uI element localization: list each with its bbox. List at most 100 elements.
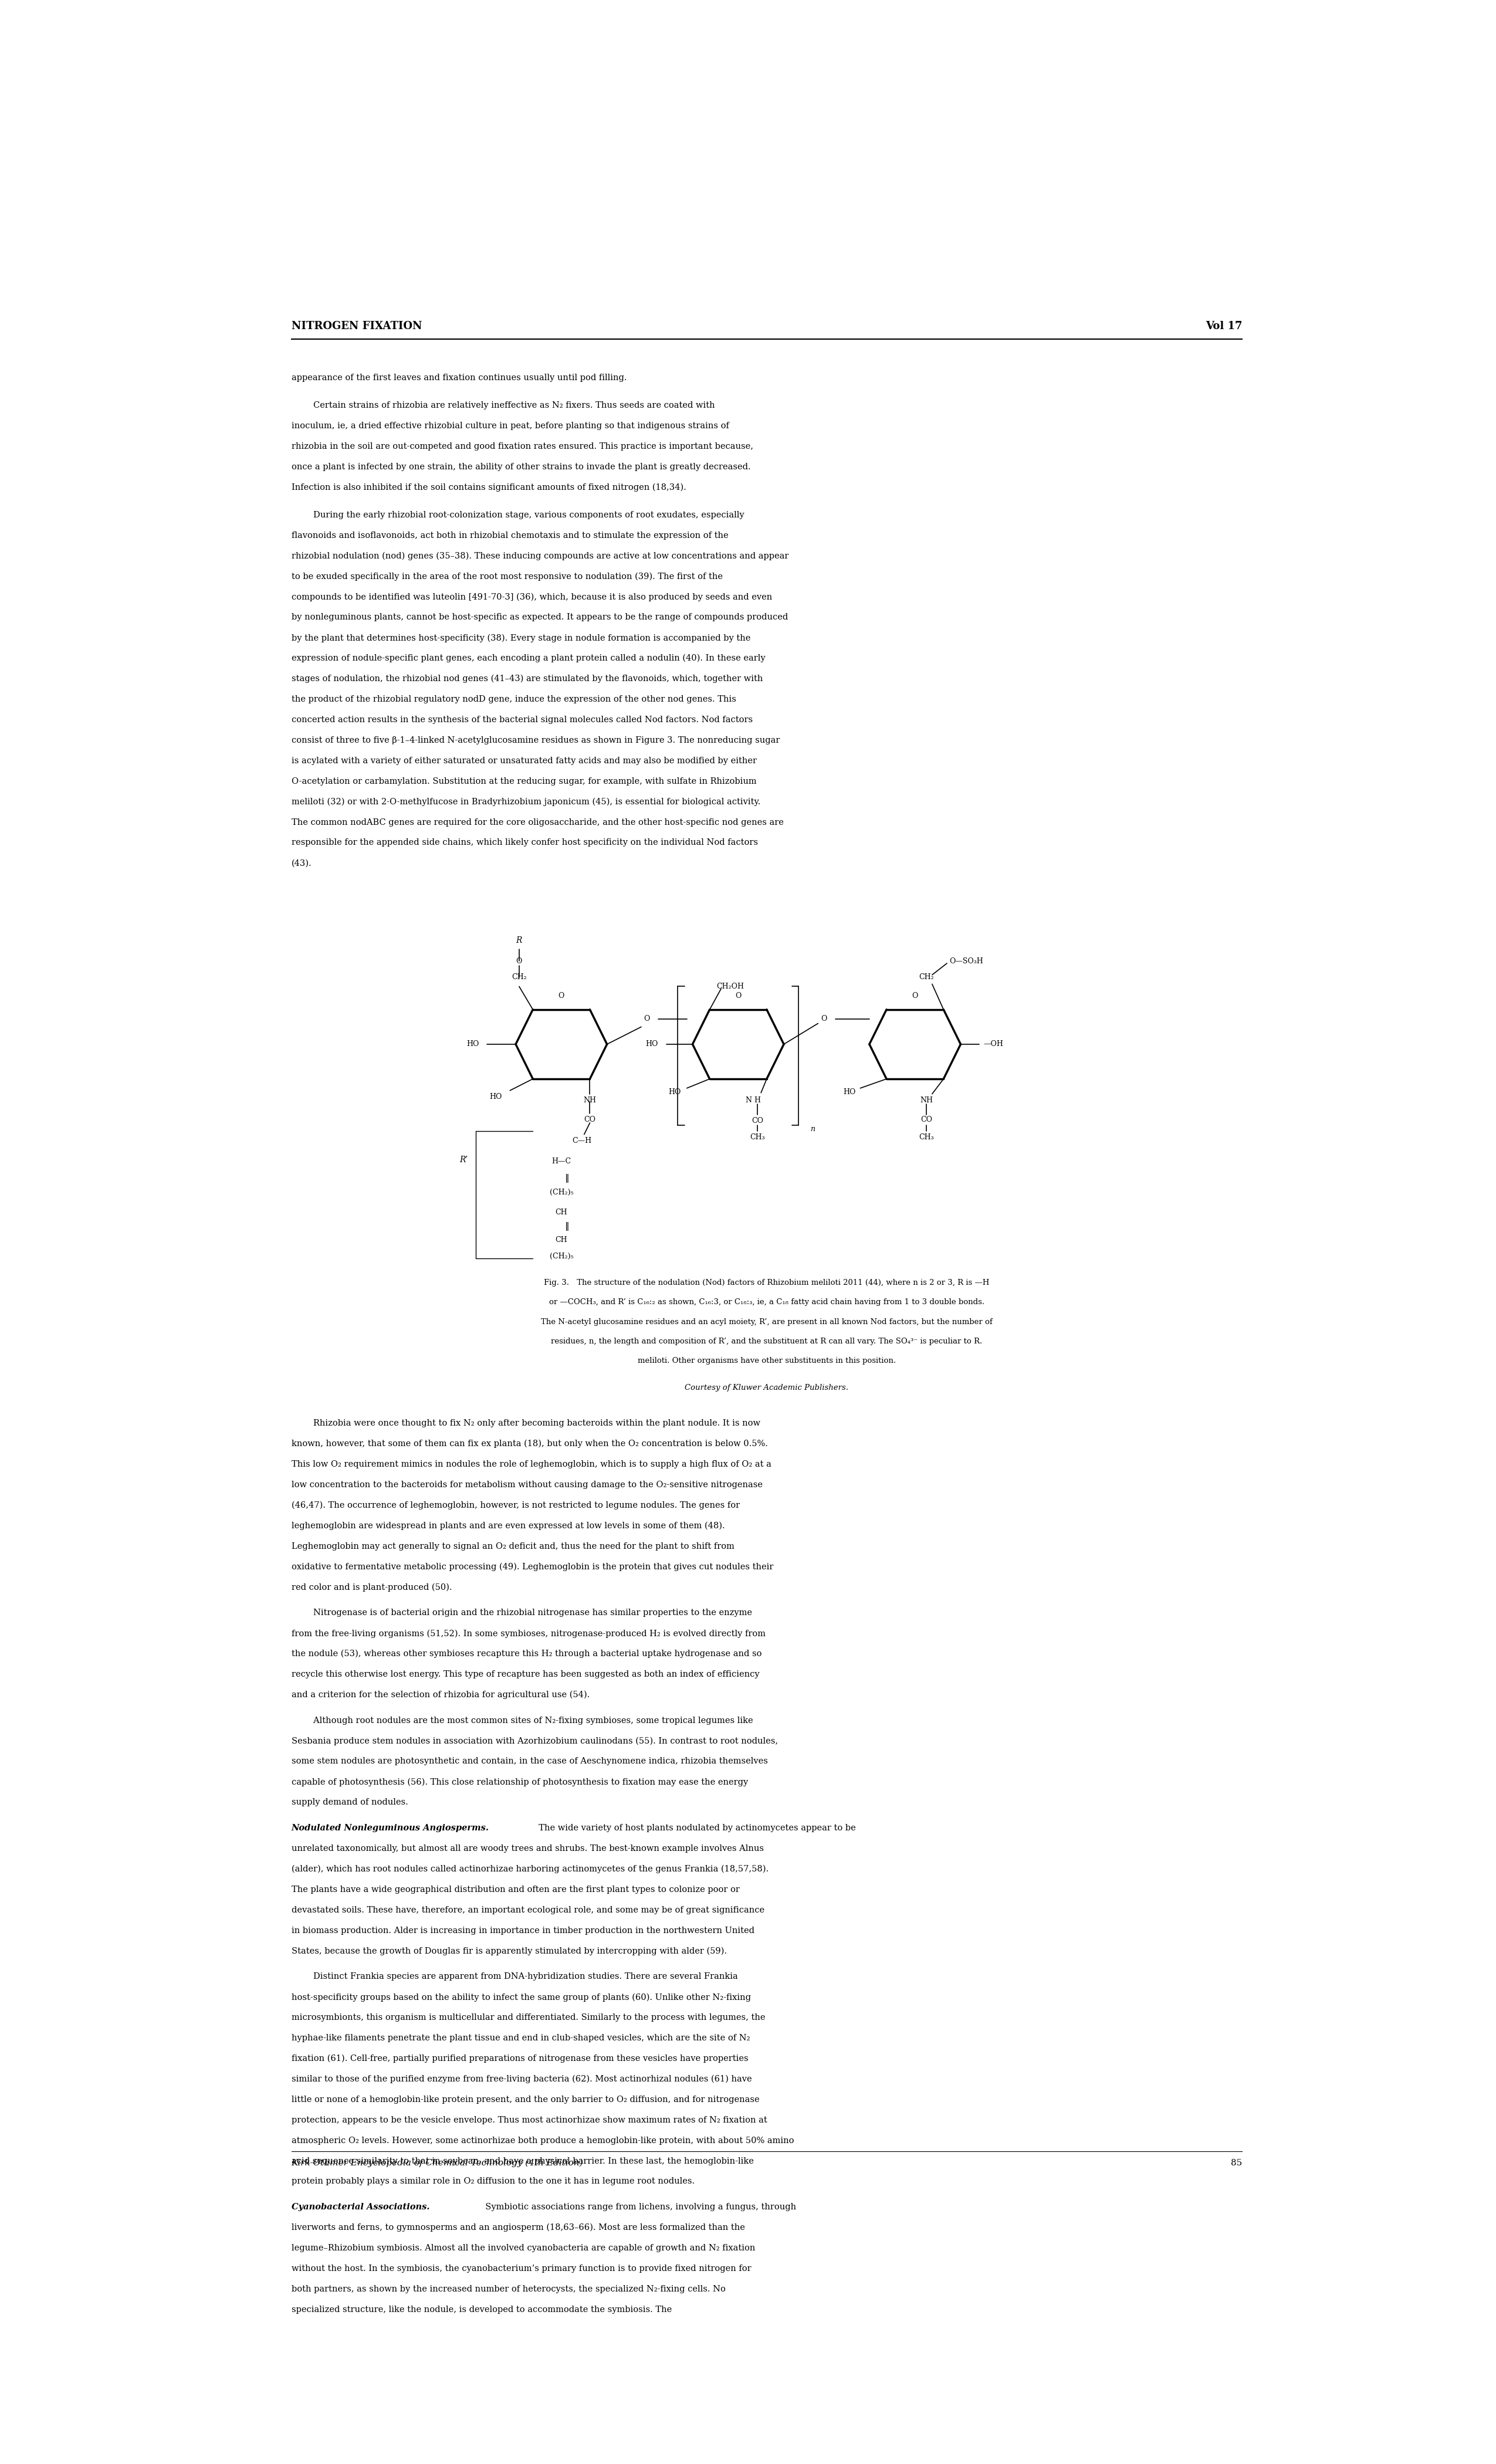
Text: R: R <box>516 936 522 944</box>
Text: Distinct Frankia species are apparent from DNA-hybridization studies. There are : Distinct Frankia species are apparent fr… <box>292 1974 738 1981</box>
Text: appearance of the first leaves and fixation continues usually until pod filling.: appearance of the first leaves and fixat… <box>292 375 627 382</box>
Text: unrelated taxonomically, but almost all are woody trees and shrubs. The best-kno: unrelated taxonomically, but almost all … <box>292 1846 763 1853</box>
Text: Rhizobia were once thought to fix N₂ only after becoming bacteroids within the p: Rhizobia were once thought to fix N₂ onl… <box>292 1419 760 1427</box>
Text: O: O <box>821 1015 827 1023</box>
Text: in biomass production. Alder is increasing in importance in timber production in: in biomass production. Alder is increasi… <box>292 1927 754 1934</box>
Text: Kirk-Othmer Encyclopedia of Chemical Technology (4th Edition): Kirk-Othmer Encyclopedia of Chemical Tec… <box>292 2158 583 2168</box>
Text: (CH₂)₅: (CH₂)₅ <box>549 1188 573 1198</box>
Text: N H: N H <box>745 1096 760 1104</box>
Text: O—SO₃H: O—SO₃H <box>950 956 983 966</box>
Text: the product of the rhizobial regulatory nodD gene, induce the expression of the : the product of the rhizobial regulatory … <box>292 695 736 702</box>
Text: acid sequence similarity to that in soybean, and have a physical barrier. In the: acid sequence similarity to that in soyb… <box>292 2156 754 2166</box>
Text: (CH₂)₅: (CH₂)₅ <box>549 1252 573 1259</box>
Text: CH₃: CH₃ <box>749 1133 764 1141</box>
Text: the nodule (53), whereas other symbioses recapture this H₂ through a bacterial u: the nodule (53), whereas other symbioses… <box>292 1651 761 1658</box>
Text: capable of photosynthesis (56). This close relationship of photosynthesis to fix: capable of photosynthesis (56). This clo… <box>292 1779 748 1786</box>
Text: CO: CO <box>751 1116 763 1124</box>
Text: HO: HO <box>844 1089 856 1096</box>
Text: (alder), which has root nodules called actinorhizae harboring actinomycetes of t: (alder), which has root nodules called a… <box>292 1865 769 1873</box>
Text: meliloti (32) or with 2-O-methylfucose in Bradyrhizobium japonicum (45), is esse: meliloti (32) or with 2-O-methylfucose i… <box>292 798 760 806</box>
Text: Nitrogenase is of bacterial origin and the rhizobial nitrogenase has similar pro: Nitrogenase is of bacterial origin and t… <box>292 1609 752 1616</box>
Text: protection, appears to be the vesicle envelope. Thus most actinorhizae show maxi: protection, appears to be the vesicle en… <box>292 2117 767 2124</box>
Text: (43).: (43). <box>292 860 311 867</box>
Text: O: O <box>643 1015 649 1023</box>
Text: recycle this otherwise lost energy. This type of recapture has been suggested as: recycle this otherwise lost energy. This… <box>292 1671 760 1678</box>
Text: C—H: C—H <box>571 1136 591 1143</box>
Text: inoculum, ie, a dried effective rhizobial culture in peat, before planting so th: inoculum, ie, a dried effective rhizobia… <box>292 421 729 429</box>
Text: stages of nodulation, the rhizobial nod genes (41–43) are stimulated by the flav: stages of nodulation, the rhizobial nod … <box>292 675 763 683</box>
Text: During the early rhizobial root-colonization stage, various components of root e: During the early rhizobial root-coloniza… <box>292 510 744 520</box>
Text: Certain strains of rhizobia are relatively ineffective as N₂ fixers. Thus seeds : Certain strains of rhizobia are relative… <box>292 402 715 409</box>
Text: Symbiotic associations range from lichens, involving a fungus, through: Symbiotic associations range from lichen… <box>480 2203 796 2210</box>
Text: CH₂: CH₂ <box>919 973 934 981</box>
Text: (46,47). The occurrence of leghemoglobin, however, is not restricted to legume n: (46,47). The occurrence of leghemoglobin… <box>292 1501 739 1510</box>
Text: H—C: H—C <box>552 1158 571 1165</box>
Text: without the host. In the symbiosis, the cyanobacterium’s primary function is to : without the host. In the symbiosis, the … <box>292 2264 751 2272</box>
Text: HO: HO <box>669 1089 681 1096</box>
Text: Infection is also inhibited if the soil contains significant amounts of fixed ni: Infection is also inhibited if the soil … <box>292 483 687 490</box>
Text: some stem nodules are photosynthetic and contain, in the case of Aeschynomene in: some stem nodules are photosynthetic and… <box>292 1757 767 1767</box>
Text: little or none of a hemoglobin-like protein present, and the only barrier to O₂ : little or none of a hemoglobin-like prot… <box>292 2094 760 2104</box>
Text: supply demand of nodules.: supply demand of nodules. <box>292 1799 408 1806</box>
Text: devastated soils. These have, therefore, an important ecological role, and some : devastated soils. These have, therefore,… <box>292 1905 764 1915</box>
Text: n: n <box>809 1126 815 1133</box>
Text: CH: CH <box>555 1207 567 1217</box>
Text: low concentration to the bacteroids for metabolism without causing damage to the: low concentration to the bacteroids for … <box>292 1481 763 1488</box>
Text: 85: 85 <box>1231 2158 1242 2166</box>
Text: Fig. 3. The structure of the nodulation (Nod) factors of Rhizobium meliloti 2011: Fig. 3. The structure of the nodulation … <box>545 1279 989 1286</box>
Text: both partners, as shown by the increased number of heterocysts, the specialized : both partners, as shown by the increased… <box>292 2284 726 2294</box>
Text: ‖: ‖ <box>565 1222 570 1232</box>
Text: CH₃: CH₃ <box>919 1133 934 1141</box>
Text: residues, n, the length and composition of R’, and the substituent at R can all : residues, n, the length and composition … <box>551 1338 983 1345</box>
Text: CO: CO <box>583 1116 595 1124</box>
Text: similar to those of the purified enzyme from free-living bacteria (62). Most act: similar to those of the purified enzyme … <box>292 2075 751 2085</box>
Text: responsible for the appended side chains, which likely confer host specificity o: responsible for the appended side chains… <box>292 838 758 848</box>
Text: ‖: ‖ <box>565 1173 570 1183</box>
Text: liverworts and ferns, to gymnosperms and an angiosperm (18,63–66). Most are less: liverworts and ferns, to gymnosperms and… <box>292 2223 745 2232</box>
Text: compounds to be identified was luteolin [491-70-3] (36), which, because it is al: compounds to be identified was luteolin … <box>292 594 772 601</box>
Text: Sesbania produce stem nodules in association with Azorhizobium caulinodans (55).: Sesbania produce stem nodules in associa… <box>292 1737 778 1745</box>
Text: The plants have a wide geographical distribution and often are the first plant t: The plants have a wide geographical dist… <box>292 1885 739 1895</box>
Text: Leghemoglobin may act generally to signal an O₂ deficit and, thus the need for t: Leghemoglobin may act generally to signa… <box>292 1542 735 1550</box>
Text: O: O <box>913 993 919 1000</box>
Text: The N-acetyl glucosamine residues and an acyl moiety, R’, are present in all kno: The N-acetyl glucosamine residues and an… <box>542 1318 992 1326</box>
Text: protein probably plays a similar role in O₂ diffusion to the one it has in legum: protein probably plays a similar role in… <box>292 2178 694 2186</box>
Text: leghemoglobin are widespread in plants and are even expressed at low levels in s: leghemoglobin are widespread in plants a… <box>292 1523 724 1530</box>
Text: CH₂OH: CH₂OH <box>717 983 744 991</box>
Text: legume–Rhizobium symbiosis. Almost all the involved cyanobacteria are capable of: legume–Rhizobium symbiosis. Almost all t… <box>292 2245 755 2252</box>
Text: CO: CO <box>920 1116 932 1124</box>
Text: rhizobia in the soil are out-competed and good fixation rates ensured. This prac: rhizobia in the soil are out-competed an… <box>292 441 752 451</box>
Text: oxidative to fermentative metabolic processing (49). Leghemoglobin is the protei: oxidative to fermentative metabolic proc… <box>292 1562 773 1572</box>
Text: red color and is plant-produced (50).: red color and is plant-produced (50). <box>292 1584 452 1592</box>
Text: flavonoids and isoflavonoids, act both in rhizobial chemotaxis and to stimulate : flavonoids and isoflavonoids, act both i… <box>292 532 729 540</box>
Text: rhizobial nodulation (nod) genes (35–38). These inducing compounds are active at: rhizobial nodulation (nod) genes (35–38)… <box>292 552 788 559</box>
Text: is acylated with a variety of either saturated or unsaturated fatty acids and ma: is acylated with a variety of either sat… <box>292 756 757 764</box>
Text: by nonleguminous plants, cannot be host-specific as expected. It appears to be t: by nonleguminous plants, cannot be host-… <box>292 614 788 621</box>
Text: O-acetylation or carbamylation. Substitution at the reducing sugar, for example,: O-acetylation or carbamylation. Substitu… <box>292 776 757 786</box>
Text: and a criterion for the selection of rhizobia for agricultural use (54).: and a criterion for the selection of rhi… <box>292 1690 589 1700</box>
Text: States, because the growth of Douglas fir is apparently stimulated by intercropp: States, because the growth of Douglas fi… <box>292 1947 727 1956</box>
Text: specialized structure, like the nodule, is developed to accommodate the symbiosi: specialized structure, like the nodule, … <box>292 2306 672 2314</box>
Text: from the free-living organisms (51,52). In some symbioses, nitrogenase-produced : from the free-living organisms (51,52). … <box>292 1629 766 1639</box>
Text: O: O <box>558 993 564 1000</box>
Text: microsymbionts, this organism is multicellular and differentiated. Similarly to : microsymbionts, this organism is multice… <box>292 2013 764 2020</box>
Text: O: O <box>516 956 522 966</box>
Text: Vol 17: Vol 17 <box>1206 320 1242 330</box>
Text: to be exuded specifically in the area of the root most responsive to nodulation : to be exuded specifically in the area of… <box>292 572 723 582</box>
Text: Nodulated Nonleguminous Angiosperms.: Nodulated Nonleguminous Angiosperms. <box>292 1823 489 1833</box>
Text: The common nodABC genes are required for the core oligosaccharide, and the other: The common nodABC genes are required for… <box>292 818 784 825</box>
Text: The wide variety of host plants nodulated by actinomycetes appear to be: The wide variety of host plants nodulate… <box>534 1823 856 1833</box>
Text: NITROGEN FIXATION: NITROGEN FIXATION <box>292 320 422 330</box>
Text: or —COCH₃, and R’ is C₁₆:₂ as shown, C₁₆:3, or C₁₈:₃, ie, a C₁₈ fatty acid chain: or —COCH₃, and R’ is C₁₆:₂ as shown, C₁₆… <box>549 1299 984 1306</box>
Text: expression of nodule-specific plant genes, each encoding a plant protein called : expression of nodule-specific plant gene… <box>292 653 764 663</box>
Text: Cyanobacterial Associations.: Cyanobacterial Associations. <box>292 2203 429 2210</box>
Text: by the plant that determines host-specificity (38). Every stage in nodule format: by the plant that determines host-specif… <box>292 633 751 643</box>
Text: Although root nodules are the most common sites of N₂-fixing symbioses, some tro: Although root nodules are the most commo… <box>292 1717 752 1725</box>
Text: CH: CH <box>555 1237 567 1244</box>
Text: NH: NH <box>583 1096 597 1104</box>
Text: concerted action results in the synthesis of the bacterial signal molecules call: concerted action results in the synthesi… <box>292 715 752 724</box>
Text: once a plant is infected by one strain, the ability of other strains to invade t: once a plant is infected by one strain, … <box>292 463 751 471</box>
Text: HO: HO <box>489 1094 503 1101</box>
Text: host-specificity groups based on the ability to infect the same group of plants : host-specificity groups based on the abi… <box>292 1993 751 2001</box>
Text: This low O₂ requirement mimics in nodules the role of leghemoglobin, which is to: This low O₂ requirement mimics in nodule… <box>292 1461 770 1469</box>
